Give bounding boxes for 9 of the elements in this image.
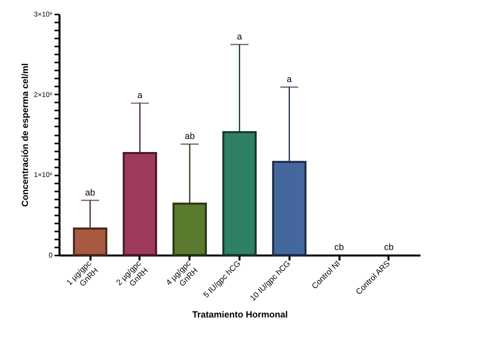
x-axis-title: Tratamiento Hormonal xyxy=(192,310,288,320)
annotation: cb xyxy=(384,242,394,252)
annotation: ab xyxy=(85,187,96,198)
annotation: cb xyxy=(334,242,344,252)
annotation: ab xyxy=(184,131,195,142)
annotation: a xyxy=(137,90,142,100)
annotation: a xyxy=(286,74,292,84)
y-axis-title: Concentración de esperma cel/ml xyxy=(20,63,30,207)
annotation: a xyxy=(236,32,242,42)
